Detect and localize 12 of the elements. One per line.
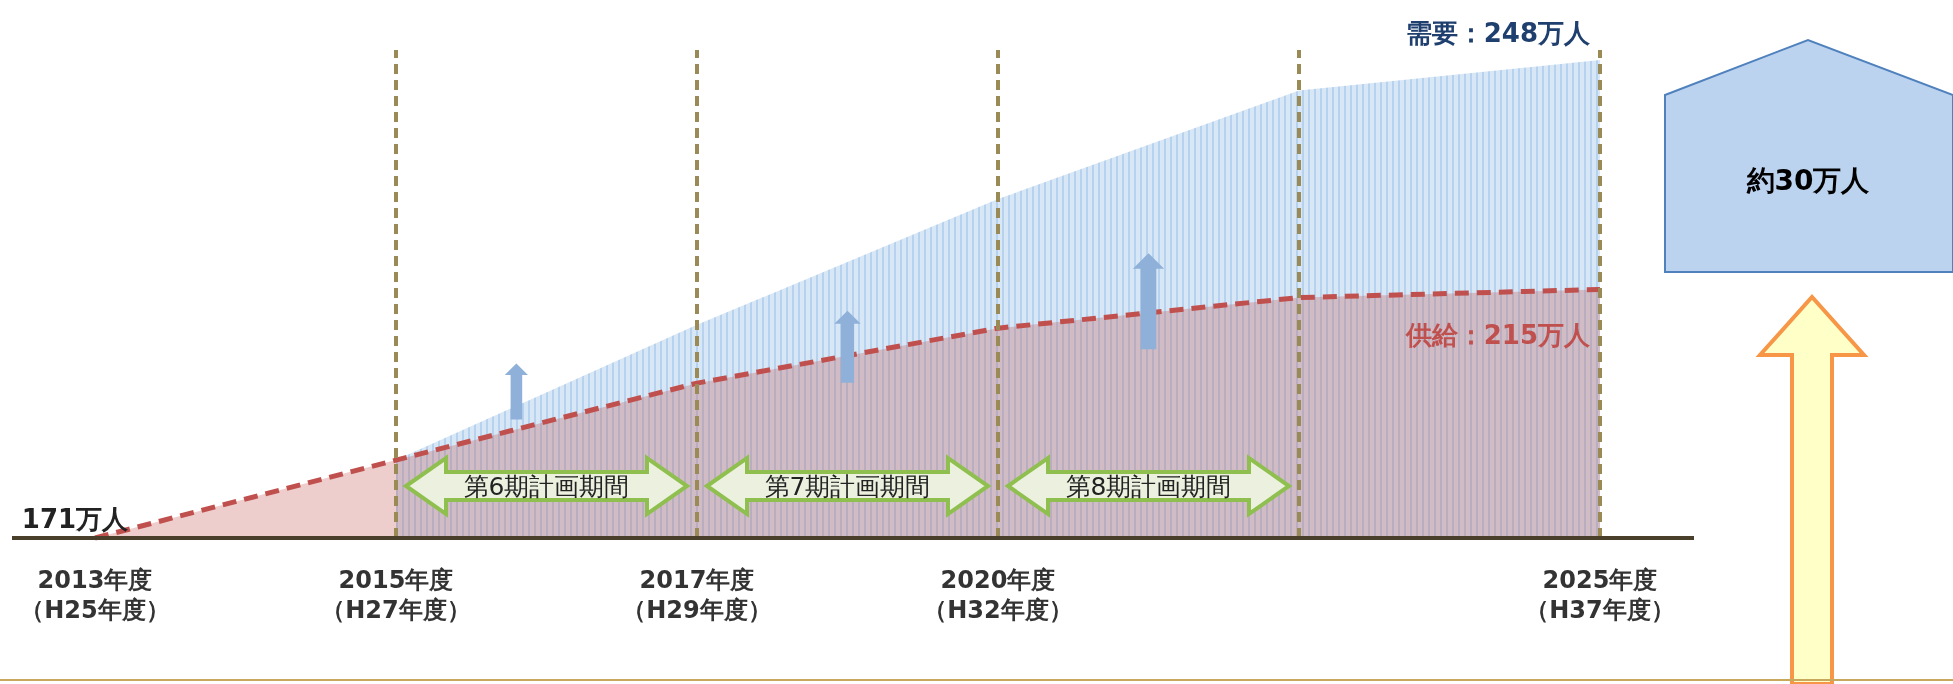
x-tick-label: 2025年度（H37年度） — [1525, 566, 1675, 624]
annotation: 第8期計画期間 — [1065, 472, 1232, 501]
x-tick-label: 2017年度（H29年度） — [622, 566, 772, 624]
annotation: 第7期計画期間 — [764, 472, 931, 501]
x-tick-label: 2013年度（H25年度） — [20, 566, 170, 624]
x-tick-label: 2015年度（H27年度） — [321, 566, 471, 624]
annotation: 供給：215万人 — [1404, 320, 1591, 351]
text: 約30万人 — [1745, 164, 1871, 197]
x-tick-label: 2020年度（H32年度） — [923, 566, 1073, 624]
annotation: 需要：248万人 — [1405, 18, 1591, 48]
annotation: 第6期計画期間 — [463, 472, 630, 501]
annotation: 171万人 — [21, 504, 130, 534]
